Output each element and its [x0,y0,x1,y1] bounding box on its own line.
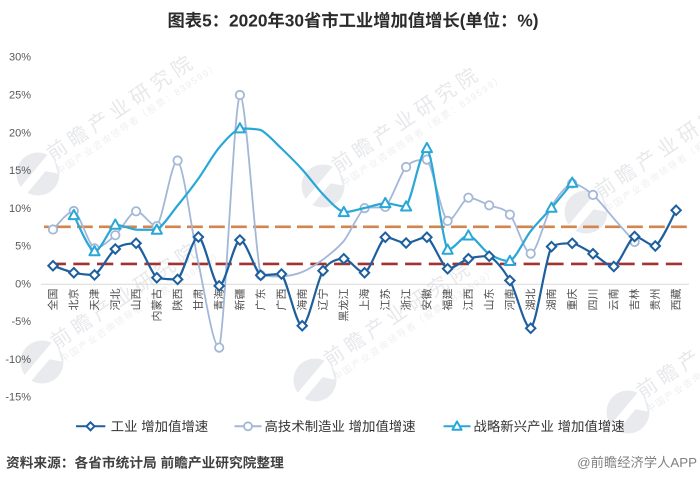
svg-text:20%: 20% [9,127,31,139]
svg-text:-5%: -5% [11,316,31,328]
svg-text:@: @ [577,455,591,470]
svg-text:30%: 30% [9,52,31,64]
svg-text:15%: 15% [9,165,31,177]
svg-text:APP: APP [670,455,697,470]
svg-text:25%: 25% [9,90,31,102]
svg-text:-10%: -10% [5,354,31,366]
svg-text:30: 30 [285,11,304,31]
svg-text:10%: 10% [9,203,31,215]
svg-text:5: 5 [202,11,212,31]
svg-text:0%: 0% [15,278,31,290]
svg-text:%): %) [517,11,538,31]
svg-text:5%: 5% [15,241,31,253]
svg-text:(: ( [460,11,466,31]
svg-text:-15%: -15% [5,392,31,404]
svg-text:2020: 2020 [229,11,267,31]
